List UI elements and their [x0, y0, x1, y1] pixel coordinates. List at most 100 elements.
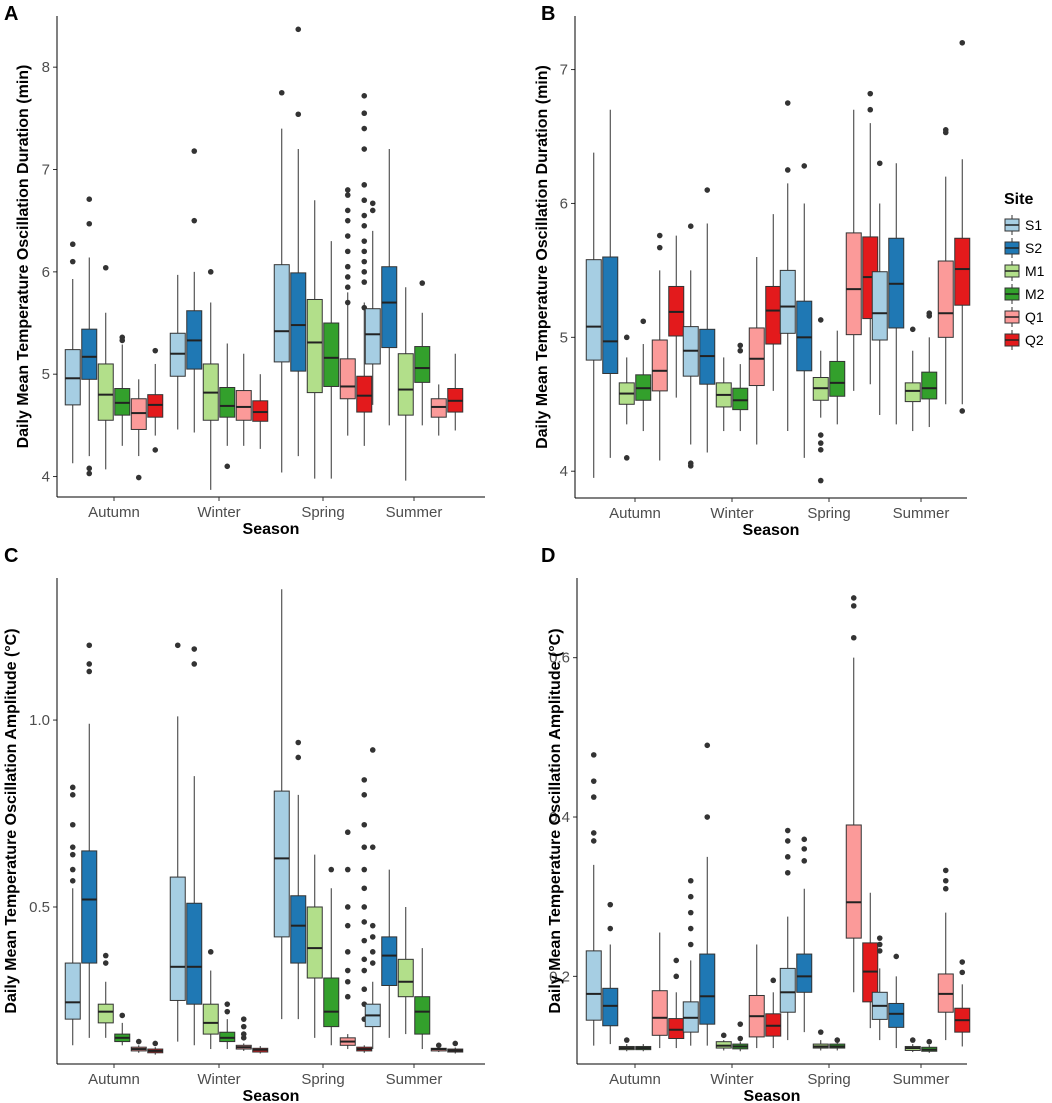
outlier-point — [69, 821, 76, 828]
box-body — [888, 1002, 905, 1028]
y-tick-label: 0.6 — [549, 650, 570, 667]
box-body — [97, 363, 114, 421]
legend-label: M2 — [1025, 286, 1045, 302]
outlier-point — [361, 885, 368, 892]
box-S2-spring — [796, 163, 813, 458]
box-body — [306, 298, 323, 394]
outlier-point — [344, 299, 351, 306]
box-body — [273, 264, 290, 363]
box-body — [169, 876, 186, 1001]
outlier-point — [344, 993, 351, 1000]
box-body — [252, 400, 269, 422]
box-M2-winter — [219, 343, 236, 470]
box-body — [796, 300, 813, 372]
box-M1-autumn — [618, 334, 635, 461]
box-M1-summer — [904, 1037, 921, 1053]
x-tick-label: Autumn — [609, 1071, 661, 1088]
box-M2-spring — [323, 866, 340, 1046]
y-tick-label: 8 — [42, 59, 50, 76]
box-M1-winter — [715, 1032, 732, 1051]
outlier-point — [850, 634, 857, 641]
outlier-point — [69, 784, 76, 791]
outlier-point — [361, 258, 368, 265]
box-body — [186, 902, 203, 1005]
outlier-point — [344, 967, 351, 974]
box-body — [699, 953, 716, 1025]
outlier-point — [893, 953, 900, 960]
box-body — [219, 386, 236, 418]
outlier-point — [295, 754, 302, 761]
outlier-point — [369, 200, 376, 207]
box-Q1-winter — [748, 944, 765, 1049]
outlier-point — [344, 217, 351, 224]
outlier-point — [369, 844, 376, 850]
box-M1-summer — [904, 326, 921, 432]
box-M1-spring — [812, 317, 829, 484]
outlier-point — [687, 909, 694, 916]
legend-title: Site — [1004, 191, 1033, 208]
box-body — [668, 1018, 685, 1040]
panel-letter: C — [4, 545, 18, 567]
box-Q2-spring — [356, 93, 373, 446]
outlier-point — [942, 885, 949, 892]
box-Q2-spring — [862, 892, 879, 1029]
outlier-point — [369, 960, 376, 966]
box-M2-summer — [414, 948, 431, 1050]
box-Q2-autumn — [147, 1040, 164, 1055]
outlier-point — [135, 1038, 142, 1045]
outlier-point — [361, 777, 368, 783]
x-tick-label: Spring — [807, 1071, 850, 1088]
box-body — [202, 1003, 219, 1035]
legend-item-q1: Q1 — [1004, 307, 1044, 327]
outlier-point — [240, 1023, 247, 1030]
box-M1-winter — [202, 269, 219, 490]
box-S1-summer — [871, 935, 888, 1041]
box-S1-summer — [364, 200, 381, 405]
box-body — [651, 339, 668, 392]
box-body — [845, 824, 862, 939]
y-tick-label: 4 — [42, 469, 50, 486]
outlier-point — [295, 739, 302, 746]
outlier-point — [623, 1037, 630, 1043]
box-M1-spring — [812, 1029, 829, 1051]
box-S2-winter — [699, 187, 716, 453]
outlier-point — [344, 949, 351, 955]
outlier-point — [224, 1008, 231, 1015]
outlier-point — [850, 603, 857, 609]
box-S2-autumn — [81, 642, 98, 1038]
outlier-point — [135, 474, 142, 481]
legend-label: M1 — [1025, 263, 1045, 279]
outlier-point — [344, 207, 351, 214]
outlier-point — [361, 279, 368, 285]
box-S1-autumn — [585, 752, 602, 1046]
outlier-point — [361, 93, 368, 99]
outlier-point — [369, 922, 376, 929]
outlier-point — [673, 957, 680, 964]
box-body — [81, 328, 98, 380]
box-M2-summer — [414, 280, 431, 426]
outlier-point — [623, 455, 630, 461]
outlier-point — [817, 477, 824, 484]
outlier-point — [344, 248, 351, 255]
outlier-point — [174, 642, 181, 649]
box-S2-summer — [888, 163, 905, 425]
box-Q2-winter — [765, 977, 782, 1049]
box-body — [81, 850, 98, 964]
outlier-point — [191, 661, 198, 667]
outlier-point — [737, 1021, 744, 1027]
outlier-point — [86, 668, 93, 675]
outlier-point — [344, 274, 351, 280]
outlier-point — [361, 866, 368, 873]
box-body — [397, 353, 414, 416]
outlier-point — [361, 269, 368, 275]
y-tick-label: 7 — [560, 62, 568, 79]
outlier-point — [656, 232, 663, 239]
outlier-point — [361, 956, 368, 963]
outlier-point — [876, 160, 883, 167]
x-tick-label: Winter — [710, 1071, 753, 1088]
outlier-point — [959, 39, 966, 46]
box-body — [323, 977, 340, 1028]
box-body — [602, 987, 619, 1027]
outlier-point — [344, 922, 351, 929]
outlier-point — [224, 463, 231, 470]
